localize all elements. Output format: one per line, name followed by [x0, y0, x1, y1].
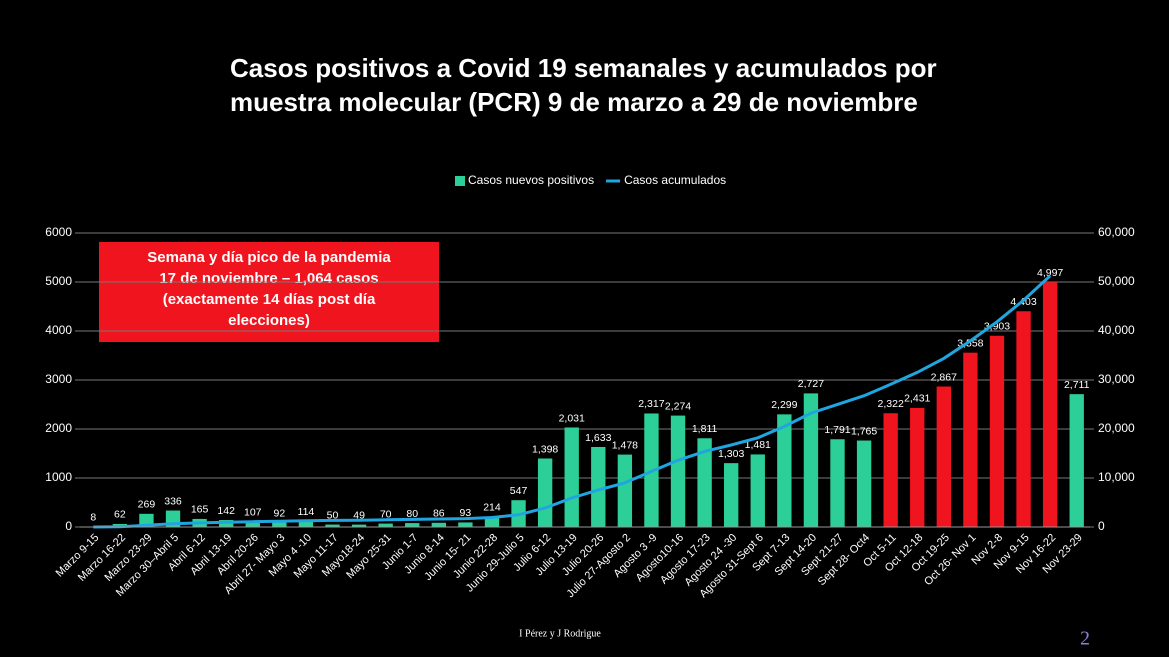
legend-label: Casos nuevos positivos — [468, 173, 594, 187]
y-tick-label: 5000 — [45, 274, 72, 288]
chart-title: Casos positivos a Covid 19 semanales y a… — [230, 53, 937, 83]
chart-title: muestra molecular (PCR) 9 de marzo a 29 … — [230, 87, 918, 117]
y-tick-label: 0 — [65, 519, 72, 533]
footer: I Pérez y J Rodrigue — [519, 628, 601, 639]
data-label: 50 — [327, 509, 339, 521]
y2-tick-label: 50,000 — [1098, 274, 1135, 288]
bar — [777, 414, 792, 527]
bar — [351, 524, 367, 527]
bar — [963, 352, 978, 527]
data-label: 4,997 — [1037, 267, 1063, 279]
bar — [298, 521, 314, 527]
bar — [750, 454, 765, 527]
data-label: 1,791 — [824, 424, 850, 436]
data-label: 2,274 — [665, 400, 691, 412]
line — [93, 274, 1052, 529]
data-label: 8 — [90, 511, 96, 523]
y2-tick-label: 30,000 — [1098, 372, 1135, 386]
bar — [458, 522, 473, 527]
data-label: 2,727 — [798, 378, 824, 390]
bar — [910, 407, 925, 527]
data-label: 70 — [380, 508, 392, 520]
annotation-box — [99, 242, 439, 342]
data-label: 1,811 — [692, 423, 718, 435]
y-tick-label: 3000 — [45, 372, 72, 386]
annotation: (exactamente 14 días post día — [163, 291, 376, 308]
data-label: 142 — [217, 505, 235, 517]
data-label: 2,322 — [878, 398, 904, 410]
y2-tick-label: 0 — [1098, 519, 1105, 533]
legend-label: Casos acumulados — [624, 173, 726, 187]
data-label: 114 — [298, 506, 315, 518]
data-label: 214 — [483, 501, 501, 513]
annotation: elecciones) — [228, 312, 310, 329]
data-label: 2,031 — [559, 412, 585, 424]
data-label: 86 — [433, 508, 445, 520]
y-tick-label: 4000 — [45, 323, 72, 337]
bar — [1016, 311, 1031, 527]
bar — [245, 521, 260, 527]
data-label: 3,903 — [984, 321, 1010, 333]
data-label: 107 — [244, 507, 262, 519]
data-label: 269 — [138, 499, 156, 511]
data-label: 62 — [114, 509, 126, 521]
data-label: 1,481 — [745, 439, 771, 451]
data-label: 2,299 — [771, 399, 797, 411]
data-label: 1,765 — [851, 425, 877, 437]
bar — [670, 415, 686, 527]
data-label: 336 — [164, 495, 182, 507]
data-label: 2,431 — [904, 393, 930, 405]
bar — [830, 439, 845, 527]
y2-tick-label: 60,000 — [1098, 225, 1135, 239]
data-label: 2,711 — [1064, 379, 1090, 391]
data-label: 547 — [510, 485, 528, 497]
data-label: 1,633 — [585, 432, 611, 444]
bar — [724, 463, 739, 527]
bar — [856, 440, 872, 527]
data-label: 2,317 — [638, 398, 664, 410]
bar — [591, 446, 606, 527]
legend-swatch — [455, 176, 465, 186]
bar — [1042, 282, 1058, 527]
bar — [378, 523, 393, 527]
data-label: 1,478 — [612, 439, 638, 451]
data-label: 80 — [406, 508, 418, 520]
data-label: 2,867 — [931, 371, 957, 383]
y2-tick-label: 20,000 — [1098, 421, 1135, 435]
bar — [564, 427, 579, 527]
bar — [803, 393, 819, 527]
bar — [431, 522, 446, 527]
bar — [537, 458, 553, 527]
data-label: 92 — [273, 507, 285, 519]
data-label: 1,303 — [718, 448, 744, 460]
page-number: 2 — [1080, 628, 1090, 650]
y-tick-label: 2000 — [45, 421, 72, 435]
bar — [484, 516, 500, 527]
bar — [936, 386, 951, 527]
bar — [405, 523, 420, 527]
bar — [617, 454, 633, 527]
data-label: 1,398 — [532, 443, 558, 455]
y-tick-label: 6000 — [45, 225, 72, 239]
data-label: 165 — [191, 504, 209, 516]
bar — [272, 522, 287, 527]
bar — [325, 524, 340, 527]
bar — [883, 413, 898, 527]
bar — [697, 438, 712, 527]
y2-tick-label: 10,000 — [1098, 470, 1135, 484]
y-tick-label: 1000 — [45, 470, 72, 484]
annotation: Semana y día pico de la pandemia — [147, 249, 391, 266]
data-label: 93 — [460, 507, 472, 519]
bar — [1069, 394, 1084, 527]
y2-tick-label: 40,000 — [1098, 323, 1135, 337]
data-label: 49 — [353, 509, 365, 521]
bar — [989, 335, 1005, 527]
annotation: 17 de noviembre – 1,064 casos — [159, 270, 378, 287]
